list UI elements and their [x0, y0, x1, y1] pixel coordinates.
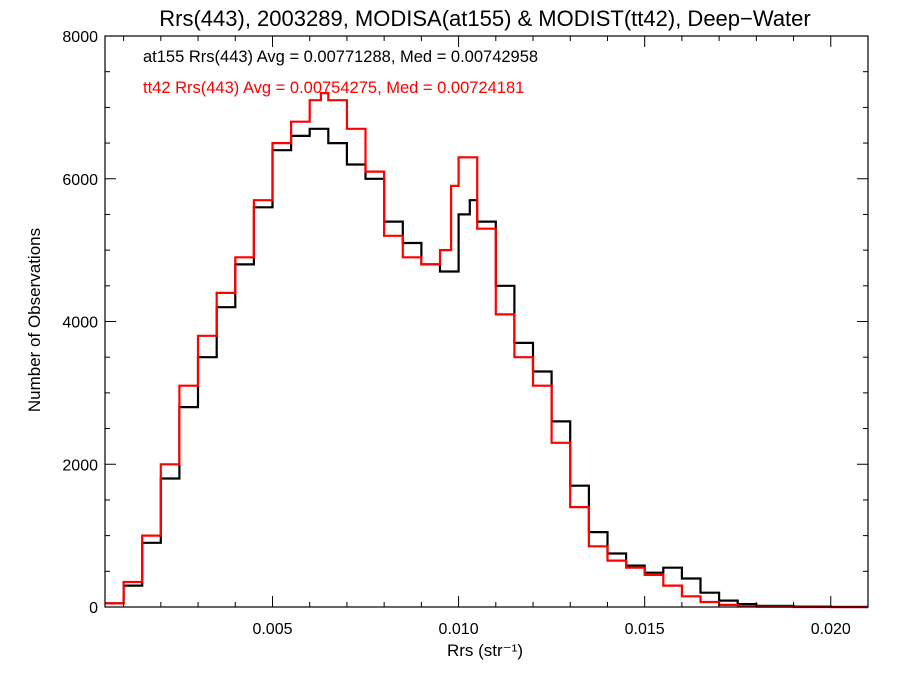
y-tick-label: 2000 — [62, 457, 98, 474]
y-tick-label: 6000 — [62, 172, 98, 189]
y-axis-label: Number of Observations — [25, 228, 44, 412]
x-axis-label: Rrs (str⁻¹) — [447, 641, 523, 660]
y-tick-label: 0 — [89, 600, 98, 617]
y-tick-label: 4000 — [62, 315, 98, 332]
x-tick-label: 0.010 — [439, 621, 479, 638]
x-tick-label: 0.020 — [811, 621, 851, 638]
x-tick-label: 0.015 — [625, 621, 665, 638]
y-tick-label: 8000 — [62, 29, 98, 46]
plot-frame — [104, 35, 869, 608]
chart-title: Rrs(443), 2003289, MODISA(at155) & MODIS… — [159, 6, 810, 31]
series-line-tt42 — [105, 92, 868, 609]
stats-annotation-at155: at155 Rrs(443) Avg = 0.00771288, Med = 0… — [143, 48, 538, 66]
stats-annotation-tt42: tt42 Rrs(443) Avg = 0.00754275, Med = 0.… — [143, 79, 524, 97]
x-tick-label: 0.005 — [252, 621, 292, 638]
series-line-at155 — [105, 127, 868, 609]
